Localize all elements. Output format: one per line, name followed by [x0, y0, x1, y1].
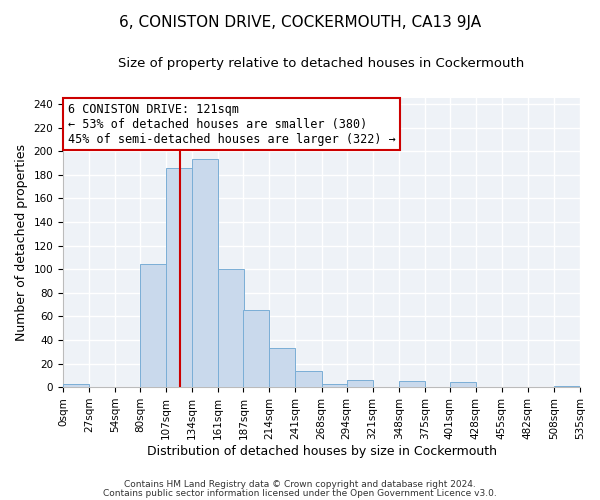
- Text: 6 CONISTON DRIVE: 121sqm
← 53% of detached houses are smaller (380)
45% of semi-: 6 CONISTON DRIVE: 121sqm ← 53% of detach…: [68, 103, 395, 146]
- Bar: [63, 384, 89, 387]
- Bar: [398, 381, 425, 387]
- Bar: [554, 386, 580, 387]
- Text: Contains public sector information licensed under the Open Government Licence v3: Contains public sector information licen…: [103, 489, 497, 498]
- Bar: [218, 269, 244, 387]
- Bar: [295, 370, 322, 387]
- Bar: [450, 382, 476, 387]
- X-axis label: Distribution of detached houses by size in Cockermouth: Distribution of detached houses by size …: [146, 444, 497, 458]
- Text: Contains HM Land Registry data © Crown copyright and database right 2024.: Contains HM Land Registry data © Crown c…: [124, 480, 476, 489]
- Bar: [166, 168, 192, 387]
- Bar: [322, 384, 347, 387]
- Bar: [140, 264, 166, 387]
- Bar: [347, 380, 373, 387]
- Bar: [269, 348, 295, 387]
- Y-axis label: Number of detached properties: Number of detached properties: [15, 144, 28, 341]
- Title: Size of property relative to detached houses in Cockermouth: Size of property relative to detached ho…: [118, 58, 524, 70]
- Bar: [192, 160, 218, 387]
- Bar: [244, 310, 269, 387]
- Text: 6, CONISTON DRIVE, COCKERMOUTH, CA13 9JA: 6, CONISTON DRIVE, COCKERMOUTH, CA13 9JA: [119, 15, 481, 30]
